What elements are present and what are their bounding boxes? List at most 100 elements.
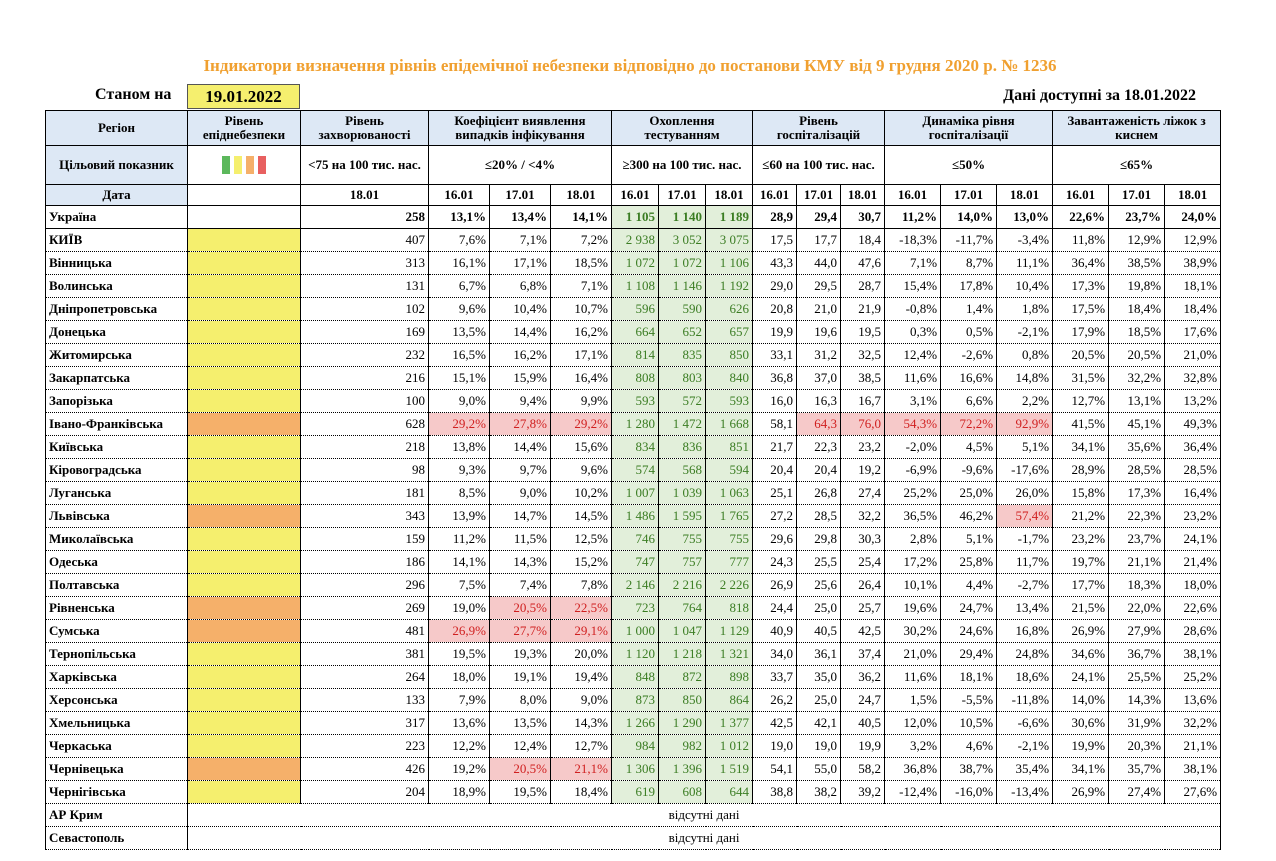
value-cell: 19,4% — [550, 665, 612, 689]
value-cell: 12,7% — [1052, 389, 1110, 413]
value-cell: 13,1% — [1108, 389, 1166, 413]
level-cell — [187, 320, 301, 344]
value-cell: 21,7 — [752, 435, 798, 459]
value-cell: 7,1% — [550, 274, 612, 298]
value-cell: 37,4 — [840, 642, 886, 666]
value-cell: 20,5% — [489, 757, 551, 781]
region-name: КИЇВ — [45, 228, 188, 252]
value-cell: -2,0% — [884, 435, 942, 459]
level-swatch — [222, 156, 230, 174]
value-cell: 223 — [300, 734, 429, 758]
value-cell: 2 216 — [658, 573, 706, 597]
value-cell: 232 — [300, 343, 429, 367]
value-cell: 36,8 — [752, 366, 798, 390]
value-cell: 12,9% — [1164, 228, 1222, 252]
value-cell: 34,1% — [1052, 757, 1110, 781]
value-cell: 24,0% — [1164, 205, 1222, 229]
date-cell: 18.01 — [1164, 184, 1222, 206]
value-cell: 21,9 — [840, 297, 886, 321]
value-cell: 54,3% — [884, 412, 942, 436]
value-cell: 1 486 — [611, 504, 659, 528]
value-cell: 7,1% — [884, 251, 942, 275]
level-cell — [187, 389, 301, 413]
title: Індикатори визначення рівнів епідемічної… — [203, 56, 1057, 75]
value-cell: 13,2% — [1164, 389, 1222, 413]
value-cell: 16,1% — [428, 251, 490, 275]
value-cell: 19,0% — [428, 596, 490, 620]
value-cell: 296 — [300, 573, 429, 597]
value-cell: 26,0% — [996, 481, 1054, 505]
value-cell: 19,9 — [752, 320, 798, 344]
value-cell: 131 — [300, 274, 429, 298]
level-cell — [187, 665, 301, 689]
region-row: Хмельницька 317 13,6% 13,5% 14,3% 1 266 1 290 1… — [45, 711, 1222, 735]
value-cell: 1 063 — [704, 481, 754, 505]
value-cell: 593 — [704, 389, 754, 413]
value-cell: 133 — [300, 688, 429, 712]
value-cell: 9,0% — [550, 688, 612, 712]
value-cell: 19,8% — [1108, 274, 1166, 298]
value-cell: 17,7 — [796, 228, 842, 252]
value-cell: 1 280 — [611, 412, 659, 436]
value-cell: 11,2% — [428, 527, 490, 551]
value-cell: 1 192 — [704, 274, 754, 298]
value-cell: 19,3% — [489, 642, 551, 666]
value-cell: 12,5% — [550, 527, 612, 551]
value-cell: 28,5% — [1164, 458, 1222, 482]
target-cell: ≤60 на 100 тис. нас. — [752, 145, 886, 185]
value-cell: 23,2% — [1052, 527, 1110, 551]
value-cell: -6,9% — [884, 458, 942, 482]
value-cell: 873 — [611, 688, 659, 712]
level-cell — [187, 757, 301, 781]
value-cell: 1 765 — [704, 504, 754, 528]
value-cell: 19,6% — [884, 596, 942, 620]
value-cell: 186 — [300, 550, 429, 574]
value-cell: -6,6% — [996, 711, 1054, 735]
value-cell: 593 — [611, 389, 659, 413]
value-cell: 16,2% — [489, 343, 551, 367]
value-cell: 1 266 — [611, 711, 659, 735]
value-cell: 27,2 — [752, 504, 798, 528]
value-cell: 21,5% — [1052, 596, 1110, 620]
group-header: Динаміка рівня госпіталізації — [884, 110, 1054, 146]
region-row: Вінницька 313 16,1% 17,1% 18,5% 1 072 1 072 1 1… — [45, 251, 1222, 275]
value-cell: 30,6% — [1052, 711, 1110, 735]
value-cell: 7,2% — [550, 228, 612, 252]
value-cell: 14,5% — [550, 504, 612, 528]
level-cell — [187, 205, 301, 229]
level-cell — [187, 274, 301, 298]
value-cell: 755 — [704, 527, 754, 551]
value-cell: 17,7% — [1052, 573, 1110, 597]
value-cell: 22,5% — [550, 596, 612, 620]
value-cell: 1 105 — [611, 205, 659, 229]
value-cell: 1 595 — [658, 504, 706, 528]
date-cell: 16.01 — [1052, 184, 1110, 206]
header-cell: Регіон — [45, 110, 188, 146]
missing-note: відсутні дані — [186, 826, 1222, 850]
value-cell: 2 226 — [704, 573, 754, 597]
value-cell: 17,6% — [1164, 320, 1222, 344]
value-cell: -12,4% — [884, 780, 942, 804]
region-name: Херсонська — [45, 688, 188, 712]
group-header: Коефіцієнт виявлення випадків інфікуванн… — [428, 110, 612, 146]
value-cell: 216 — [300, 366, 429, 390]
value-cell: 872 — [658, 665, 706, 689]
value-cell: 17,5 — [752, 228, 798, 252]
value-cell: 25,8% — [940, 550, 998, 574]
value-cell: 19,0 — [752, 734, 798, 758]
value-cell: 1 321 — [704, 642, 754, 666]
region-row: Полтавська 296 7,5% 7,4% 7,8% 2 146 2 216 2 226… — [45, 573, 1222, 597]
value-cell: 4,4% — [940, 573, 998, 597]
value-cell: 13,5% — [489, 711, 551, 735]
value-cell: 42,5 — [752, 711, 798, 735]
level-swatch — [234, 156, 242, 174]
value-cell: 835 — [658, 343, 706, 367]
value-cell: 17,1% — [550, 343, 612, 367]
value-cell: 20,3% — [1108, 734, 1166, 758]
value-cell: 3 052 — [658, 228, 706, 252]
value-cell: 25,2% — [884, 481, 942, 505]
value-cell: 19,9% — [1052, 734, 1110, 758]
value-cell: 1,4% — [940, 297, 998, 321]
value-cell: 18,0% — [1164, 573, 1222, 597]
value-cell: 32,2% — [1108, 366, 1166, 390]
